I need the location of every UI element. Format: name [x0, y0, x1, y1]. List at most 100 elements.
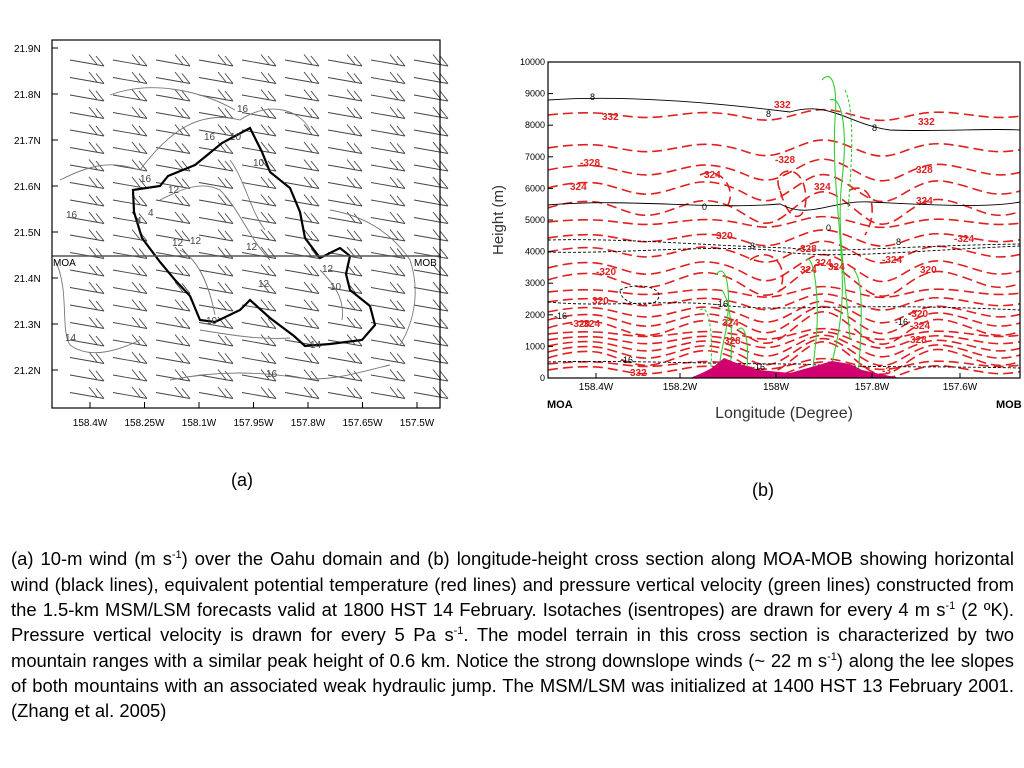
wind-barb — [327, 89, 363, 102]
theta-e-label: 324 — [570, 182, 587, 193]
wind-barb — [370, 54, 406, 67]
wind-barb — [112, 264, 148, 277]
height-tick-label: 2000 — [525, 310, 545, 320]
caption-text: (2 ºK). Pressure vertical velocity is dr… — [11, 598, 1015, 646]
wind-barb — [370, 211, 406, 224]
wind-barb — [155, 334, 191, 347]
wind-barb — [327, 159, 363, 172]
wind-barb — [284, 159, 320, 172]
wind-label: -16 — [752, 362, 765, 372]
wind-barb — [413, 159, 449, 172]
wind-barb — [198, 369, 234, 382]
wind-barb — [413, 316, 449, 329]
lon-tick-label: 157.95W — [233, 418, 274, 429]
wind-barb — [413, 386, 449, 399]
wind-barb — [241, 281, 277, 294]
theta-e-contour — [548, 191, 1020, 225]
wind-barb — [370, 334, 406, 347]
contour-label: 10 — [230, 132, 242, 143]
contour-label: 16 — [66, 210, 78, 221]
caption-text: ) over the Oahu domain and (b) longitude… — [11, 548, 1014, 620]
wind-barb — [370, 89, 406, 102]
wind-barb — [413, 71, 449, 84]
terrain — [548, 358, 900, 378]
theta-e-label: -320 — [570, 319, 590, 330]
lat-tick-label: 21.5N — [14, 228, 41, 239]
wind-barb — [155, 106, 191, 119]
contour-label: 10 — [330, 282, 342, 293]
theta-e-contour — [548, 263, 1020, 297]
theta-e-label: -324 — [910, 321, 930, 332]
wind-barb — [155, 54, 191, 67]
wind-barb — [241, 386, 277, 399]
vertical-velocity-lines — [699, 75, 862, 377]
wind-barb — [155, 281, 191, 294]
wind-barb — [69, 246, 105, 259]
theta-e-label: 324 — [828, 262, 845, 273]
wind-barb — [284, 316, 320, 329]
theta-e-label: 320 — [920, 265, 937, 276]
theta-e-contour — [548, 361, 1020, 378]
contour-label: 4 — [136, 216, 142, 227]
wind-barb — [284, 281, 320, 294]
wind-barb — [370, 159, 406, 172]
wind-barb — [155, 386, 191, 399]
height-tick-label: 5000 — [525, 215, 545, 225]
theta-e-label: 320 — [716, 231, 733, 242]
figure-panel-b: 10000 9000 8000 7000 6000 5000 4000 3000 2000 100… — [470, 40, 1024, 440]
theta-e-label: 324 — [815, 258, 832, 269]
wind-barb — [370, 229, 406, 242]
wind-barb — [413, 124, 449, 137]
theta-e-label: -320 — [596, 267, 616, 278]
wind-barb — [370, 264, 406, 277]
wind-barb — [155, 229, 191, 242]
caption-text: ) along the lee slopes of both mountains… — [11, 649, 1014, 722]
wind-barb — [69, 264, 105, 277]
wind-barb — [327, 141, 363, 154]
theta-e-label: -328 — [580, 158, 600, 169]
wind-contour — [548, 201, 1020, 211]
wind-barb — [241, 351, 277, 364]
height-tick-label: 7000 — [525, 152, 545, 162]
theta-e-label: -328 — [775, 155, 795, 166]
wind-contour — [619, 285, 660, 305]
wind-barb — [112, 141, 148, 154]
theta-e-label: 332 — [602, 112, 619, 123]
wind-barb — [69, 71, 105, 84]
wind-barb — [112, 369, 148, 382]
height-tick-label: 4000 — [525, 247, 545, 257]
wind-barb — [69, 54, 105, 67]
wind-barb — [241, 71, 277, 84]
wind-barb — [284, 386, 320, 399]
wind-barb — [413, 54, 449, 67]
contour-label: 16 — [204, 132, 216, 143]
caption-superscript: -1 — [171, 549, 182, 562]
theta-e-contour — [548, 215, 1020, 229]
lat-tick-label: 21.9N — [14, 44, 41, 55]
theta-e-contour — [548, 305, 1020, 335]
mob-label: MOB — [414, 258, 437, 269]
wind-label: 8 — [750, 241, 755, 251]
wind-barb — [327, 194, 363, 207]
wind-barb — [413, 141, 449, 154]
wind-barb — [370, 351, 406, 364]
wind-barb — [69, 369, 105, 382]
wind-label: 8 — [590, 92, 595, 102]
wind-barb — [284, 106, 320, 119]
wind-barb — [198, 141, 234, 154]
wind-barb — [155, 194, 191, 207]
wind-label: -16 — [895, 317, 908, 327]
lon-tick-label: 158.4W — [73, 418, 108, 429]
wind-barb — [413, 229, 449, 242]
wind-contour — [548, 360, 1020, 369]
wind-label: 8 — [896, 237, 901, 247]
wind-barb — [198, 124, 234, 137]
wind-barb — [413, 211, 449, 224]
wind-barb — [241, 106, 277, 119]
wind-barb — [69, 281, 105, 294]
wind-barb — [69, 159, 105, 172]
wind-barb — [413, 106, 449, 119]
longitude-tick-label: 158W — [763, 382, 790, 393]
theta-e-label: 324 — [800, 265, 817, 276]
